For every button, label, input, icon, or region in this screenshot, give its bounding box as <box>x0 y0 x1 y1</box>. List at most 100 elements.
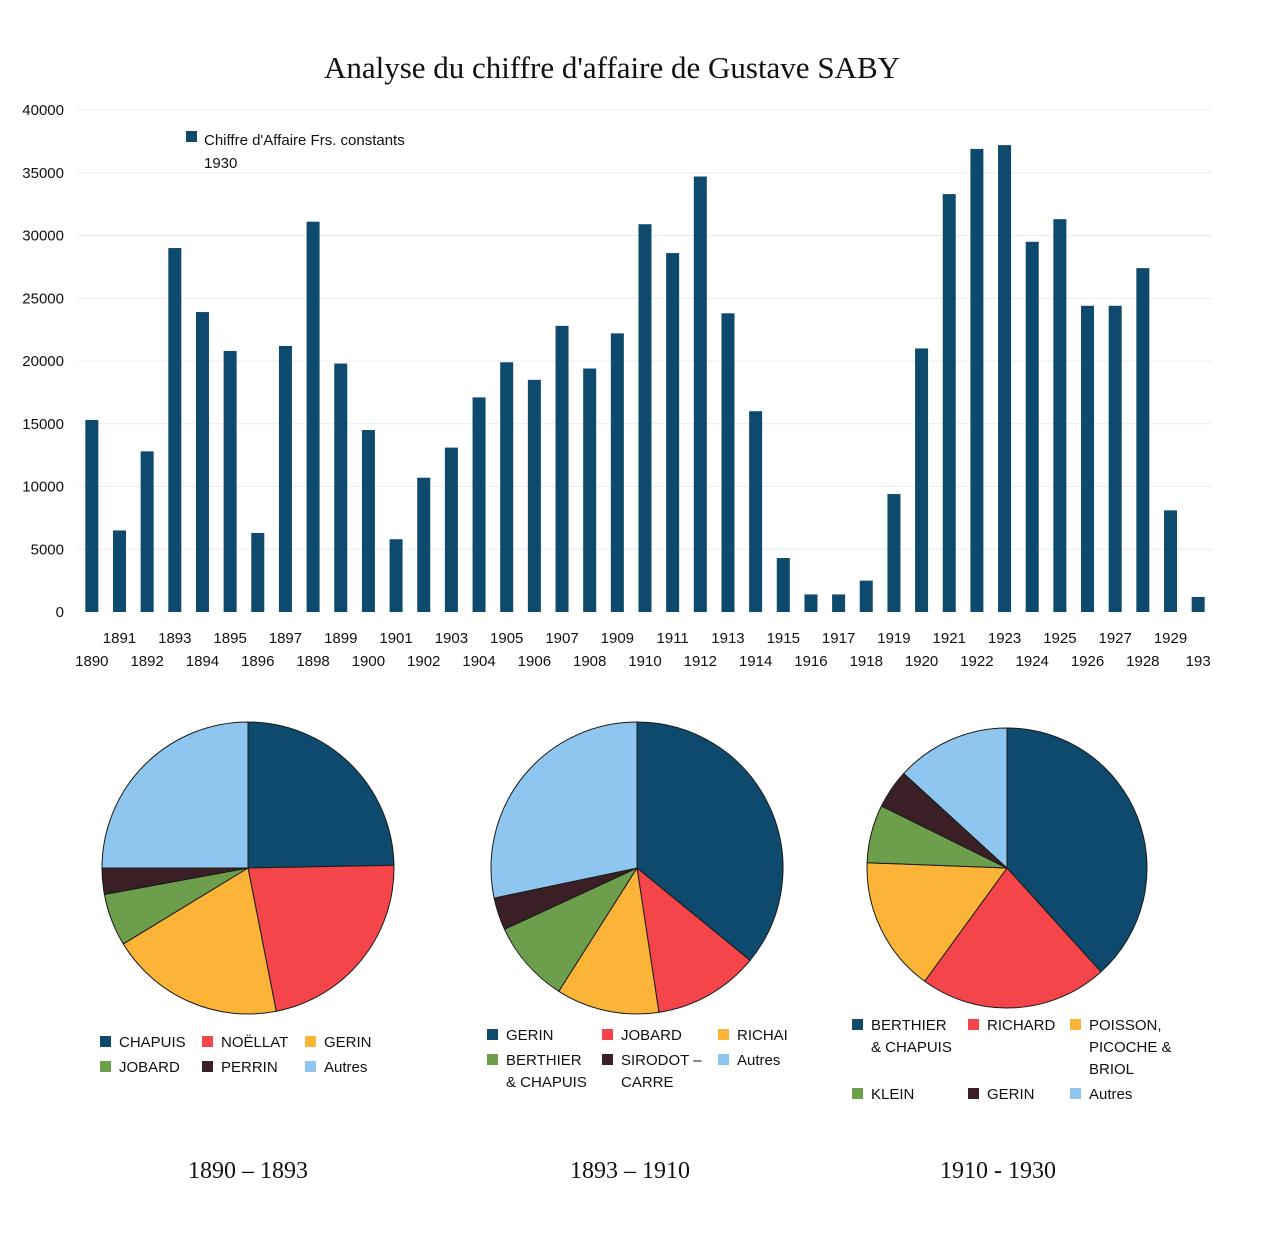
legend-label: KLEIN <box>871 1086 914 1103</box>
legend-label: Chiffre d'Affaire Frs. constants <box>204 132 405 149</box>
x-tick-label: 1911 <box>657 630 689 647</box>
pie-chart: GERIN JOBARD RICHAI BERTHIER & CHAPUIS SIRODO… <box>487 721 788 1184</box>
bar <box>887 494 901 612</box>
x-tick-label: 1925 <box>1043 630 1076 647</box>
bar <box>915 348 929 612</box>
pie-slice <box>122 867 277 1015</box>
x-tick-label: 1904 <box>462 653 495 670</box>
legend-swatch <box>968 1088 979 1099</box>
bar <box>1136 268 1150 612</box>
x-tick-label: 1924 <box>1016 653 1049 670</box>
x-tick-label: 1892 <box>130 653 163 670</box>
x-tick-label: 1902 <box>407 653 440 670</box>
legend-label: RICHAI <box>737 1027 788 1044</box>
pie-chart: CHAPUIS NOËLLAT GERIN JOBARD PERRIN Autres 189… <box>100 721 395 1184</box>
legend-label: Autres <box>1089 1086 1132 1103</box>
x-tick-label: 1913 <box>711 630 744 647</box>
x-tick-label: 1919 <box>877 630 910 647</box>
x-tick-label: 1901 <box>379 630 412 647</box>
pie-slice <box>101 721 249 869</box>
chart-title: Analyse du chiffre d'affaire de Gustave … <box>324 50 900 85</box>
bar <box>168 248 182 613</box>
legend-swatch <box>305 1036 316 1047</box>
x-tick-label: 1910 <box>628 653 661 670</box>
y-tick-label: 40000 <box>22 102 64 119</box>
bar <box>195 312 209 612</box>
pie-slice <box>247 864 395 1012</box>
x-tick-label: 1898 <box>296 653 329 670</box>
pie-slice <box>636 721 784 962</box>
x-tick-label: 1903 <box>435 630 468 647</box>
y-tick-label: 0 <box>56 604 64 621</box>
bar <box>832 594 846 612</box>
legend-label: SIRODOT – <box>621 1052 702 1069</box>
bar <box>693 176 707 612</box>
y-tick-label: 35000 <box>22 165 64 182</box>
bar <box>472 397 486 612</box>
pie-slice <box>503 866 639 992</box>
legend-swatch <box>852 1019 863 1030</box>
x-tick-label: 1914 <box>739 653 772 670</box>
x-tick-label: 1909 <box>601 630 634 647</box>
legend-label: Autres <box>737 1052 780 1069</box>
pie-slice <box>247 721 395 869</box>
bar <box>1025 241 1039 612</box>
x-tick-label: 1916 <box>794 653 827 670</box>
legend-label: GERIN <box>324 1034 372 1051</box>
bar <box>555 325 569 612</box>
bar <box>527 379 541 612</box>
x-tick-label: 1908 <box>573 653 606 670</box>
legend-swatch <box>718 1029 729 1040</box>
bar <box>1108 305 1122 612</box>
legend-swatch <box>602 1054 613 1065</box>
x-tick-label: 1900 <box>352 653 385 670</box>
legend-label: 1930 <box>204 155 237 172</box>
bar <box>749 411 763 612</box>
legend-label: Autres <box>324 1059 367 1076</box>
bar <box>776 558 790 612</box>
y-tick-label: 5000 <box>31 541 64 558</box>
legend-label: NOËLLAT <box>221 1034 288 1051</box>
legend-label: BRIOL <box>1089 1061 1134 1078</box>
bar <box>334 363 348 612</box>
bar <box>942 194 956 612</box>
x-tick-label: 1928 <box>1126 653 1159 670</box>
legend-swatch <box>305 1061 316 1072</box>
pie-slice <box>490 721 638 899</box>
pie-slice <box>636 866 751 1013</box>
x-tick-label: 1917 <box>822 630 855 647</box>
x-tick-label: 1896 <box>241 653 274 670</box>
x-tick-label: 1906 <box>518 653 551 670</box>
pie-slice <box>558 866 660 1015</box>
legend-swatch <box>487 1054 498 1065</box>
x-tick-label: 1893 <box>158 630 191 647</box>
legend-swatch <box>602 1029 613 1040</box>
y-tick-label: 10000 <box>22 479 64 496</box>
pie-period-label: 1890 – 1893 <box>188 1158 308 1184</box>
y-tick-label: 20000 <box>22 353 64 370</box>
bar <box>306 221 320 612</box>
bar <box>140 451 154 612</box>
bar <box>417 477 431 612</box>
legend-label: BERTHIER <box>506 1052 582 1069</box>
legend-swatch <box>202 1036 213 1047</box>
bar <box>804 594 818 612</box>
pie-charts: CHAPUIS NOËLLAT GERIN JOBARD PERRIN Autres 189… <box>100 721 1172 1184</box>
legend-label: JOBARD <box>621 1027 682 1044</box>
legend-label: PICOCHE & <box>1089 1039 1172 1056</box>
x-tick-label: 193 <box>1186 653 1211 670</box>
bar <box>112 530 126 612</box>
x-tick-label: 1890 <box>75 653 108 670</box>
bar <box>361 430 375 612</box>
bar <box>666 253 680 612</box>
legend-swatch <box>968 1019 979 1030</box>
y-tick-label: 25000 <box>22 290 64 307</box>
bar <box>1191 596 1205 612</box>
y-tick-label: 15000 <box>22 416 64 433</box>
x-tick-label: 1915 <box>767 630 800 647</box>
bar <box>970 148 984 612</box>
x-tick-label: 1905 <box>490 630 523 647</box>
legend-label: GERIN <box>506 1027 554 1044</box>
bar <box>998 145 1012 612</box>
